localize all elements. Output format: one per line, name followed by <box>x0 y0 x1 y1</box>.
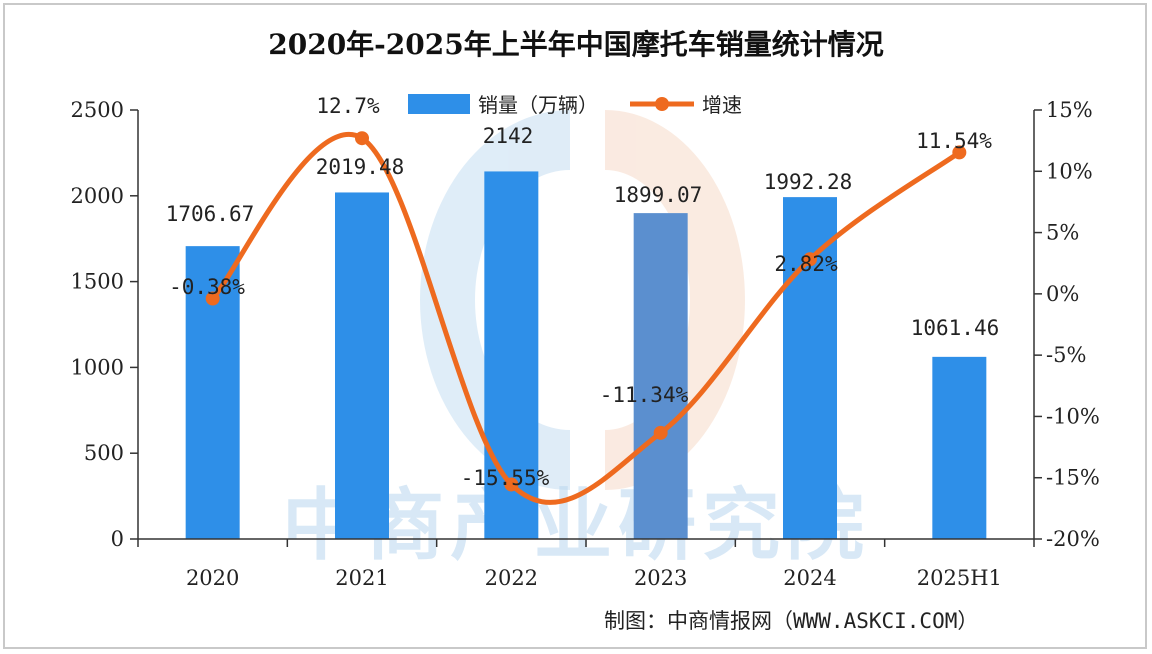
legend-bar-swatch <box>408 94 470 114</box>
growth-point-2024 <box>803 252 817 267</box>
x-tick-label: 2020 <box>186 566 239 590</box>
growth-point-2023 <box>653 425 668 440</box>
growth-point-2025H1 <box>952 145 967 160</box>
legend-bar-label: 销量（万辆） <box>478 93 598 117</box>
x-tick-label: 2022 <box>485 566 538 590</box>
bar-2021 <box>335 192 389 540</box>
right-tick-label: 10% <box>1046 159 1093 183</box>
growth-value-label: -11.34% <box>600 383 689 407</box>
x-tick-label: 2024 <box>783 566 836 590</box>
left-tick-label: 500 <box>84 441 124 465</box>
left-tick-label: 2000 <box>71 184 124 208</box>
bar-2025H1 <box>932 356 987 539</box>
left-tick-label: 2500 <box>71 98 124 122</box>
bar-value-label: 1899.07 <box>614 183 703 207</box>
growth-point-2021 <box>355 131 369 146</box>
source-credit: 制图：中商情报网（WWW.ASKCI.COM） <box>604 609 978 633</box>
growth-value-label: 2.82% <box>774 252 838 276</box>
right-tick-label: -15% <box>1046 466 1100 490</box>
right-tick-label: -5% <box>1046 343 1086 367</box>
growth-value-label: -15.55% <box>461 466 550 490</box>
bar-value-label: 1061.46 <box>911 316 1000 340</box>
growth-value-label: 12.7% <box>316 94 380 118</box>
bar-value-label: 2019.48 <box>316 155 405 179</box>
legend-line-marker <box>655 97 669 111</box>
growth-value-label: -0.38% <box>169 275 245 299</box>
left-tick-label: 0 <box>111 527 124 551</box>
right-tick-label: 0% <box>1046 282 1079 306</box>
right-tick-label: 5% <box>1046 221 1079 245</box>
watermark-logo-blue-arc <box>420 110 570 490</box>
left-tick-label: 1500 <box>71 270 124 294</box>
x-tick-label: 2021 <box>335 566 388 590</box>
legend-line-label: 增速 <box>702 93 742 117</box>
growth-value-label: 11.54% <box>916 129 992 153</box>
right-tick-label: 15% <box>1046 98 1093 122</box>
x-tick-label: 2023 <box>634 566 687 590</box>
growth-point-2022 <box>504 477 519 492</box>
x-tick-label: 2025H1 <box>917 566 1002 590</box>
bar-2024 <box>783 197 837 539</box>
left-tick-label: 1000 <box>71 355 124 379</box>
bar-value-label: 1992.28 <box>764 170 853 194</box>
right-tick-label: -20% <box>1046 527 1100 551</box>
chart-title: 2020年-2025年上半年中国摩托车销量统计情况 <box>268 28 883 61</box>
bar-value-label: 1706.67 <box>166 202 255 226</box>
growth-point-2020 <box>205 291 220 306</box>
watermark-logo-orange-arc <box>605 110 745 490</box>
watermark-logo <box>420 110 745 490</box>
right-tick-label: -10% <box>1046 404 1100 428</box>
bar-value-label: 2142 <box>483 124 534 148</box>
bar-2023 <box>633 213 688 540</box>
